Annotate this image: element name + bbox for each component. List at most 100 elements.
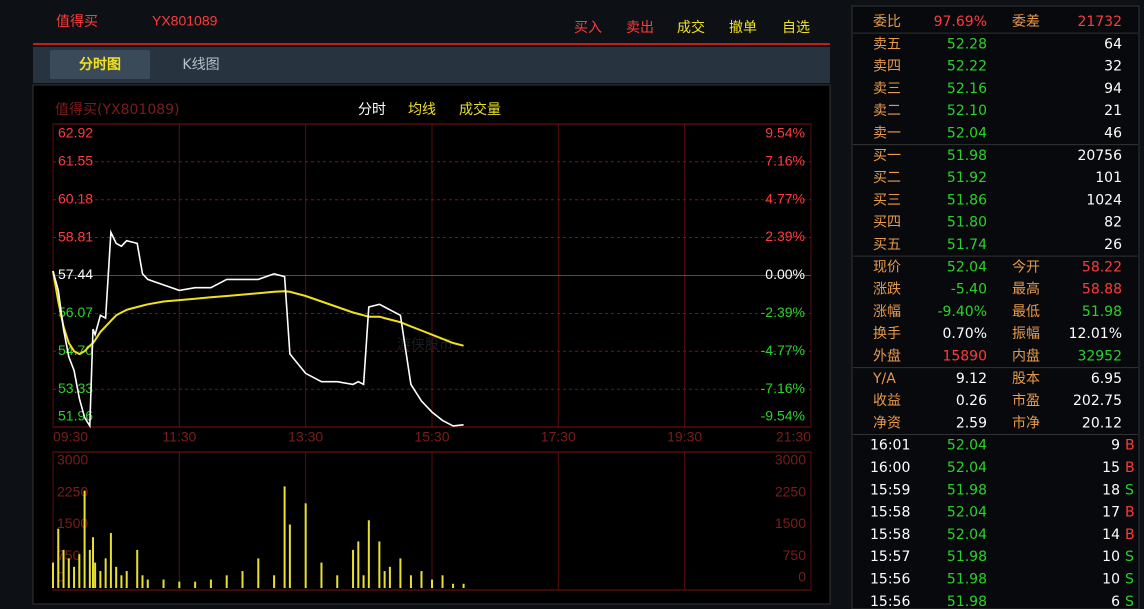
quote-cell: 16:01 xyxy=(870,438,910,454)
x-tick-label: 19:30 xyxy=(667,429,702,445)
volume-bar xyxy=(462,583,465,588)
stock-code: YX801089 xyxy=(152,13,218,29)
quote-cell: 32952 xyxy=(1077,349,1122,365)
volume-tick-label: 2250 xyxy=(57,483,88,499)
volume-bar xyxy=(67,558,70,588)
y-tick-label: 56.07 xyxy=(58,304,93,320)
quote-cell: 202.75 xyxy=(1073,393,1122,409)
quote-cell: Y/A xyxy=(872,371,896,387)
quote-cell: S xyxy=(1125,549,1134,565)
volume-bar xyxy=(57,528,60,588)
quote-cell: -9.40% xyxy=(937,304,987,320)
volume-tick-label: 3000 xyxy=(775,452,806,468)
quote-cell: 委比 xyxy=(873,14,901,30)
tab[interactable]: 分时图 xyxy=(79,56,121,73)
volume-bar xyxy=(94,562,97,588)
quote-cell: 82 xyxy=(1104,215,1122,231)
x-tick-label: 11:30 xyxy=(162,429,196,445)
volume-bar xyxy=(452,583,455,588)
quote-cell: 涨幅 xyxy=(873,304,901,320)
volume-bar xyxy=(52,562,54,588)
quote-cell: 卖四 xyxy=(873,59,901,75)
y2-tick-label: 9.54% xyxy=(765,125,805,141)
volume-bar xyxy=(225,575,228,588)
y-tick-label: 58.81 xyxy=(58,228,93,244)
y-tick-label: 53.33 xyxy=(58,380,93,396)
volume-bar xyxy=(178,581,181,588)
quote-cell: 市盈 xyxy=(1012,392,1040,409)
quote-cell: 内盘 xyxy=(1012,348,1040,365)
volume-bar xyxy=(241,571,244,588)
quote-cell: 26 xyxy=(1104,237,1122,253)
quote-cell: 58.22 xyxy=(1082,259,1122,275)
quote-cell: 现价 xyxy=(873,259,901,275)
volume-bar xyxy=(146,579,149,588)
action-button[interactable]: 成交 xyxy=(677,19,705,36)
quote-cell: 卖二 xyxy=(873,103,901,119)
quote-cell: 18 xyxy=(1102,482,1120,498)
volume-bar xyxy=(383,571,386,588)
quote-cell: 今开 xyxy=(1012,259,1040,275)
quote-cell: 52.04 xyxy=(947,505,987,521)
volume-bar xyxy=(92,537,95,588)
quote-cell: 净资 xyxy=(873,415,901,431)
volume-bar xyxy=(378,541,381,588)
action-button[interactable]: 撤单 xyxy=(729,20,757,36)
quote-cell: S xyxy=(1125,572,1134,588)
x-tick-label: 15:30 xyxy=(414,429,449,445)
quote-cell: 52.16 xyxy=(947,81,987,97)
volume-tick-label: 2250 xyxy=(775,483,806,499)
quote-cell: 0.70% xyxy=(943,326,987,342)
quote-cell: 卖五 xyxy=(873,36,901,52)
tab[interactable]: K线图 xyxy=(182,57,219,73)
action-button[interactable]: 自选 xyxy=(782,20,810,36)
tab-bar xyxy=(33,47,830,83)
quote-cell: 6 xyxy=(1111,594,1120,609)
quote-cell: 64 xyxy=(1104,36,1122,52)
quote-cell: 15:56 xyxy=(870,594,910,609)
quote-cell: 9.12 xyxy=(956,371,987,387)
volume-bar xyxy=(136,549,139,588)
action-button[interactable]: 卖出 xyxy=(626,20,654,36)
quote-cell: 15:59 xyxy=(870,482,910,498)
volume-bar xyxy=(78,554,81,588)
quote-cell: 52.04 xyxy=(947,460,987,476)
volume-bar xyxy=(399,558,402,588)
volume-tick-label: 1500 xyxy=(57,515,88,531)
quote-cell: 买一 xyxy=(873,148,901,164)
quote-cell: 51.98 xyxy=(947,572,987,588)
quote-cell: 51.92 xyxy=(947,170,987,186)
volume-bar xyxy=(257,558,260,588)
quote-cell: 46 xyxy=(1104,126,1122,142)
quote-cell: 52.04 xyxy=(947,527,987,543)
volume-bar xyxy=(441,575,444,588)
quote-cell: 买三 xyxy=(873,192,901,208)
volume-bar xyxy=(62,549,65,588)
volume-bar xyxy=(99,571,102,588)
quote-cell: 51.86 xyxy=(947,192,987,208)
y-tick-label: 62.92 xyxy=(58,125,93,141)
volume-bar xyxy=(288,524,291,588)
y2-tick-label: 0.00% xyxy=(765,266,805,282)
action-button[interactable]: 买入 xyxy=(574,20,602,36)
y2-tick-label: -2.39% xyxy=(761,304,805,320)
quote-cell: 收益 xyxy=(873,393,901,409)
quote-cell: 58.88 xyxy=(1082,282,1122,298)
volume-bar xyxy=(194,581,197,588)
quote-cell: 16:00 xyxy=(870,460,910,476)
quote-cell: 52.04 xyxy=(947,259,987,275)
volume-bar xyxy=(209,579,212,588)
quote-cell: 17 xyxy=(1102,505,1120,521)
quote-cell: 32 xyxy=(1104,59,1122,75)
quote-cell: 101 xyxy=(1095,170,1122,186)
volume-tick-label: 750 xyxy=(783,547,807,563)
quote-cell: B xyxy=(1125,505,1135,521)
quote-cell: 20.12 xyxy=(1082,415,1122,431)
quote-cell: 市净 xyxy=(1012,414,1040,431)
volume-bar xyxy=(88,549,91,588)
chart-title: 值得买(YX801089) xyxy=(55,101,180,118)
quote-cell: 52.04 xyxy=(947,126,987,142)
volume-bar xyxy=(357,541,360,588)
legend-entry: 分时 xyxy=(358,102,386,118)
volume-bar xyxy=(367,520,370,588)
